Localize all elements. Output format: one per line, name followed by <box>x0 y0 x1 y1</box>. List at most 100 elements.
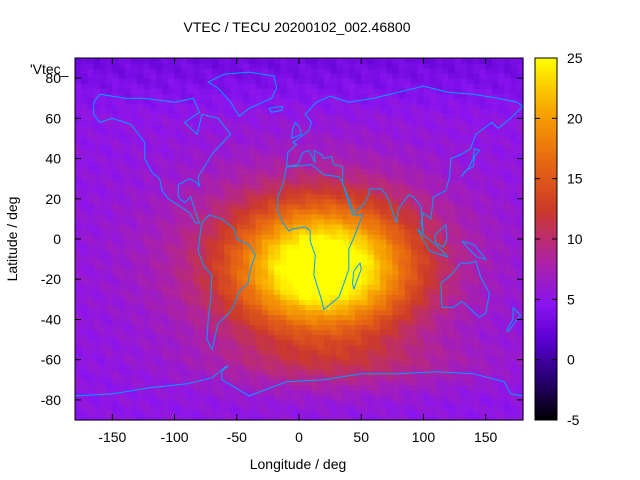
heatmap-cell <box>199 178 207 185</box>
heatmap-cell <box>504 228 512 235</box>
heatmap-cell <box>187 173 194 180</box>
heatmap-cell <box>299 168 306 175</box>
heatmap-cell <box>454 103 462 109</box>
heatmap-cell <box>367 103 375 109</box>
heatmap-cell <box>516 364 524 371</box>
heatmap-cell <box>473 354 481 361</box>
heatmap-cell <box>367 299 375 305</box>
heatmap-cell <box>392 123 400 129</box>
heatmap-cell <box>473 409 481 416</box>
heatmap-cell <box>473 259 481 265</box>
heatmap-cell <box>162 88 169 94</box>
heatmap-cell <box>236 374 244 381</box>
heatmap-cell <box>99 73 107 79</box>
heatmap-cell <box>205 208 213 215</box>
heatmap-cell <box>342 158 350 165</box>
heatmap-cell <box>473 384 481 391</box>
heatmap-cell <box>255 73 263 79</box>
heatmap-cell <box>367 289 375 295</box>
heatmap-cell <box>323 404 331 411</box>
heatmap-cell <box>118 183 126 190</box>
heatmap-cell <box>112 324 120 331</box>
heatmap-cell <box>81 213 89 220</box>
heatmap-cell <box>491 334 499 341</box>
heatmap-cell <box>348 183 356 190</box>
heatmap-cell <box>330 218 337 225</box>
heatmap-cell <box>180 148 188 155</box>
heatmap-cell <box>280 188 288 195</box>
heatmap-cell <box>93 113 101 119</box>
heatmap-cell <box>230 304 238 310</box>
heatmap-cell <box>498 163 505 170</box>
heatmap-cell <box>193 128 201 135</box>
heatmap-cell <box>218 153 225 160</box>
heatmap-cell <box>448 198 456 205</box>
heatmap-cell <box>168 369 176 376</box>
heatmap-cell <box>193 198 201 205</box>
heatmap-cell <box>149 83 157 89</box>
heatmap-cell <box>93 123 101 129</box>
heatmap-cell <box>342 394 350 401</box>
heatmap-cell <box>211 279 219 285</box>
heatmap-cell <box>211 193 219 200</box>
heatmap-cell <box>280 374 288 381</box>
heatmap-cell <box>504 163 512 170</box>
heatmap-cell <box>155 259 163 265</box>
heatmap-cell <box>255 83 263 89</box>
heatmap-cell <box>205 233 213 240</box>
heatmap-cell <box>193 173 201 180</box>
heatmap-cell <box>423 349 431 356</box>
heatmap-cell <box>404 108 412 114</box>
heatmap-cell <box>516 299 524 305</box>
heatmap-cell <box>162 289 169 295</box>
heatmap-cell <box>379 389 387 396</box>
heatmap-cell <box>236 409 244 416</box>
heatmap-cell <box>423 133 431 140</box>
heatmap-cell <box>460 128 468 135</box>
heatmap-cell <box>137 339 145 346</box>
heatmap-cell <box>137 128 145 135</box>
heatmap-cell <box>218 178 225 185</box>
heatmap-cell <box>435 98 443 104</box>
heatmap-cell <box>249 143 257 150</box>
heatmap-cell <box>261 314 269 321</box>
heatmap-cell <box>454 143 462 150</box>
heatmap-cell <box>230 168 238 175</box>
heatmap-cell <box>423 138 431 145</box>
heatmap-cell <box>211 339 219 346</box>
heatmap-cell <box>99 404 107 411</box>
heatmap-cell <box>485 218 493 225</box>
heatmap-cell <box>99 354 107 361</box>
heatmap-cell <box>205 399 213 406</box>
heatmap-cell <box>274 394 281 401</box>
heatmap-cell <box>485 344 493 351</box>
heatmap-cell <box>155 183 163 190</box>
heatmap-cell <box>249 279 257 285</box>
heatmap-cell <box>336 289 344 295</box>
heatmap-cell <box>75 223 82 230</box>
heatmap-cell <box>187 289 194 295</box>
heatmap-cell <box>124 138 132 145</box>
heatmap-cell <box>124 379 132 386</box>
heatmap-cell <box>355 414 362 421</box>
heatmap-cell <box>473 153 481 160</box>
heatmap-cell <box>230 68 238 74</box>
heatmap-cell <box>75 284 82 290</box>
heatmap-cell <box>81 324 89 331</box>
heatmap-cell <box>99 409 107 416</box>
heatmap-cell <box>498 339 505 346</box>
heatmap-cell <box>162 93 169 99</box>
heatmap-cell <box>323 143 331 150</box>
heatmap-cell <box>417 188 425 195</box>
heatmap-cell <box>93 118 101 124</box>
heatmap-cell <box>218 83 225 89</box>
heatmap-cell <box>75 389 82 396</box>
heatmap-cell <box>131 399 138 406</box>
heatmap-cell <box>218 93 225 99</box>
heatmap-cell <box>442 173 449 180</box>
heatmap-cell <box>124 384 132 391</box>
heatmap-cell <box>155 223 163 230</box>
heatmap-cell <box>93 374 101 381</box>
heatmap-cell <box>249 93 257 99</box>
heatmap-cell <box>292 304 300 310</box>
